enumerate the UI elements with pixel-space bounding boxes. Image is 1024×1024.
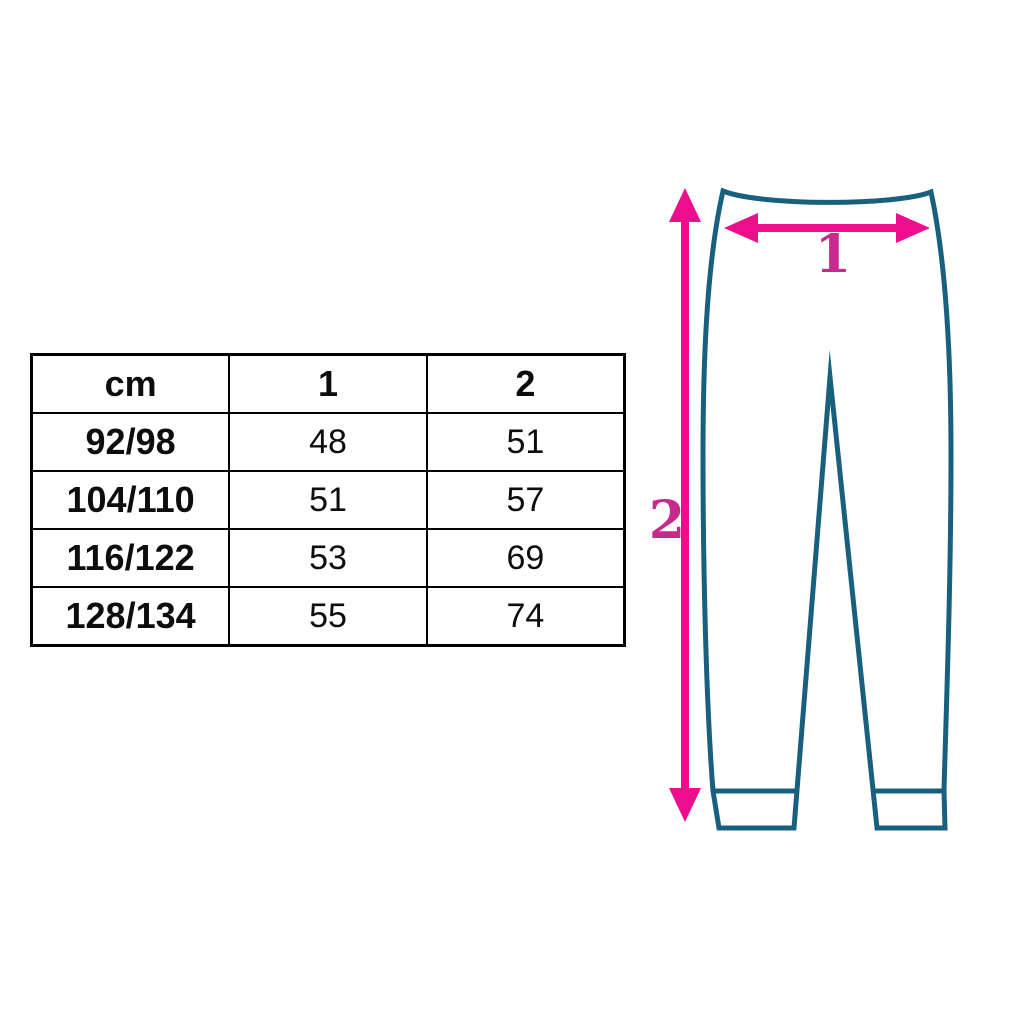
table-row: 128/134 55 74: [30, 586, 626, 647]
table-row: 116/122 53 69: [30, 528, 626, 588]
size-cell: 92/98: [30, 412, 231, 472]
size-table: cm 1 2 92/98 48 51 104/110 51 57 116/122…: [30, 353, 626, 647]
measure-1-cell: 48: [228, 412, 428, 472]
header-measure-2: 2: [425, 353, 626, 414]
measure-2-cell: 74: [425, 586, 626, 647]
measure-1-cell: 55: [228, 586, 428, 647]
width-arrow: [724, 213, 930, 243]
measure-1-cell: 51: [228, 470, 428, 530]
length-arrow-head-top: [669, 188, 701, 222]
length-label: 2: [649, 490, 685, 551]
width-arrow-head-left: [724, 213, 758, 243]
measure-2-cell: 57: [425, 470, 626, 530]
measure-2-cell: 51: [425, 412, 626, 472]
size-cell: 128/134: [30, 586, 231, 647]
pants-diagram: 1 2: [649, 187, 954, 831]
length-arrow-head-bottom: [669, 788, 701, 822]
pants-outline: [700, 187, 954, 831]
size-cell: 104/110: [30, 470, 231, 530]
length-arrow: [669, 188, 701, 822]
size-cell: 116/122: [30, 528, 231, 588]
table-row: 104/110 51 57: [30, 470, 626, 530]
width-label: 1: [815, 224, 851, 285]
table-row: 92/98 48 51: [30, 412, 626, 472]
header-measure-1: 1: [228, 353, 428, 414]
measure-1-cell: 53: [228, 528, 428, 588]
header-cm: cm: [30, 353, 231, 414]
measure-2-cell: 69: [425, 528, 626, 588]
table-header-row: cm 1 2: [30, 353, 626, 414]
width-arrow-head-right: [896, 213, 930, 243]
